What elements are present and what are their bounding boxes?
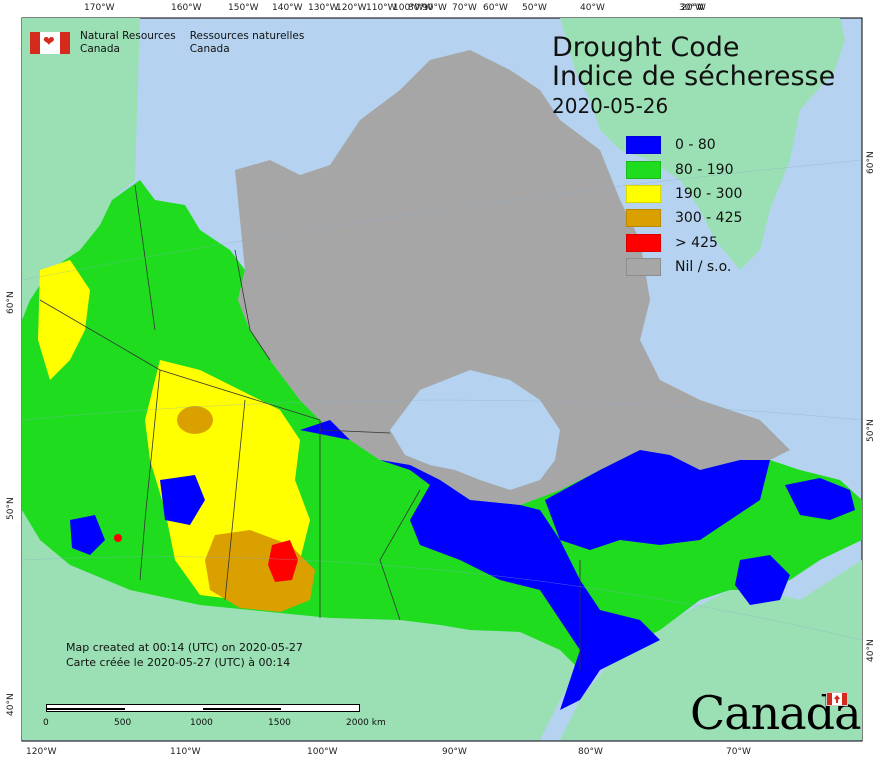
map-credits: Map created at 00:14 (UTC) on 2020-05-27…: [66, 640, 303, 670]
graticule-top-label: 60°W: [483, 3, 508, 13]
legend-item: 0 - 80: [626, 133, 742, 157]
graticule-left-label: 50°N: [6, 497, 16, 520]
credit-french: Carte créée le 2020-05-27 (UTC) à 00:14: [66, 656, 291, 669]
graticule-bottom-label: 90°W: [442, 747, 467, 757]
legend-label: 80 - 190: [675, 161, 734, 178]
graticule-bottom-label: 110°W: [170, 747, 201, 757]
drought-red-bc: [114, 534, 122, 542]
graticule-right-label: 40°N: [866, 639, 876, 662]
wordmark-flag-icon: [826, 692, 848, 706]
graticule-top-label: 110°W: [366, 3, 397, 13]
drought-blue-ontario: [300, 420, 660, 710]
greenland-land: [560, 18, 845, 270]
graticule-top-label: 100°W: [393, 3, 424, 13]
graticule-bottom-label: 120°W: [26, 747, 57, 757]
drought-yellow-nw: [38, 260, 90, 380]
usa-east-land: [560, 560, 862, 740]
department-name-en: Natural Resources Canada: [80, 30, 176, 55]
alaska-land: [22, 18, 140, 320]
graticule-top-label: 80°W: [408, 3, 433, 13]
scale-bar: [46, 704, 360, 712]
scale-label: 2000 km: [346, 718, 386, 728]
legend-label: 300 - 425: [675, 210, 743, 227]
graticule-bottom-label: 70°W: [726, 747, 751, 757]
legend-swatch: [626, 136, 661, 155]
legend-label: Nil / s.o.: [675, 259, 732, 276]
graticule-bottom-label: 80°W: [578, 747, 603, 757]
legend-item: > 425: [626, 231, 742, 255]
department-name-fr: Ressources naturelles Canada: [189, 30, 305, 55]
legend-item: 80 - 190: [626, 157, 742, 181]
graticule-top-label: 30°W: [679, 3, 704, 13]
scale-label: 1000: [190, 718, 213, 728]
legend-item: 300 - 425: [626, 206, 742, 230]
map-title-french: Indice de sécheresse: [552, 61, 836, 92]
drought-red: [268, 540, 298, 582]
map-title-english: Drought Code: [552, 32, 740, 63]
legend-label: > 425: [675, 234, 718, 251]
graticule-top-label: 160°W: [171, 3, 202, 13]
graticule-top-label: 50°W: [522, 3, 547, 13]
graticule-top-label: 20°W: [681, 3, 706, 13]
legend-label: 190 - 300: [675, 185, 743, 202]
nrcan-signature: ❤ Natural Resources Canada Ressources na…: [30, 30, 318, 56]
drought-blue-sask: [160, 475, 205, 525]
drought-blue-maritimes: [735, 555, 790, 605]
drought-orange-north: [177, 406, 213, 434]
scale-label: 1500: [268, 718, 291, 728]
drought-blue-bc: [70, 515, 105, 555]
map-date: 2020-05-26: [552, 94, 669, 118]
graticule-top-label: 40°W: [580, 3, 605, 13]
graticule-bottom-label: 100°W: [307, 747, 338, 757]
legend-swatch: [626, 258, 661, 277]
legend-item: 190 - 300: [626, 182, 742, 206]
graticule-top-label: 120°W: [336, 3, 367, 13]
graticule-left-label: 40°N: [6, 693, 16, 716]
nodata-north: [235, 50, 790, 505]
graticule-left-label: 60°N: [6, 291, 16, 314]
scale-label: 500: [114, 718, 132, 728]
scale-label: 0: [43, 718, 49, 728]
legend-label: 0 - 80: [675, 137, 716, 154]
legend-swatch: [626, 233, 661, 252]
graticule-top-label: 170°W: [84, 3, 115, 13]
drought-blue-quebec: [545, 450, 770, 550]
graticule-top-label: 140°W: [272, 3, 303, 13]
legend-swatch: [626, 160, 661, 179]
graticule-right-label: 60°N: [866, 151, 876, 174]
graticule-top-label: 70°W: [452, 3, 477, 13]
map-title-block: Drought Code Indice de sécheresse 2020-0…: [552, 33, 835, 121]
graticule-right-label: 50°N: [866, 419, 876, 442]
legend: 0 - 80 80 - 190 190 - 300 300 - 425 > 425 Nil…: [626, 133, 742, 279]
graticule-top-label: 130°W: [308, 3, 339, 13]
legend-swatch: [626, 209, 661, 228]
graticule-top-label: 150°W: [228, 3, 259, 13]
legend-item: Nil / s.o.: [626, 255, 742, 279]
usa-land: [22, 510, 580, 740]
graticule-top-label: 90°W: [422, 3, 447, 13]
credit-english: Map created at 00:14 (UTC) on 2020-05-27: [66, 641, 303, 654]
graticule: [21, 159, 863, 641]
canada-flag-icon: ❤: [30, 32, 70, 54]
legend-swatch: [626, 184, 661, 203]
drought-blue-atlantic: [785, 478, 855, 520]
